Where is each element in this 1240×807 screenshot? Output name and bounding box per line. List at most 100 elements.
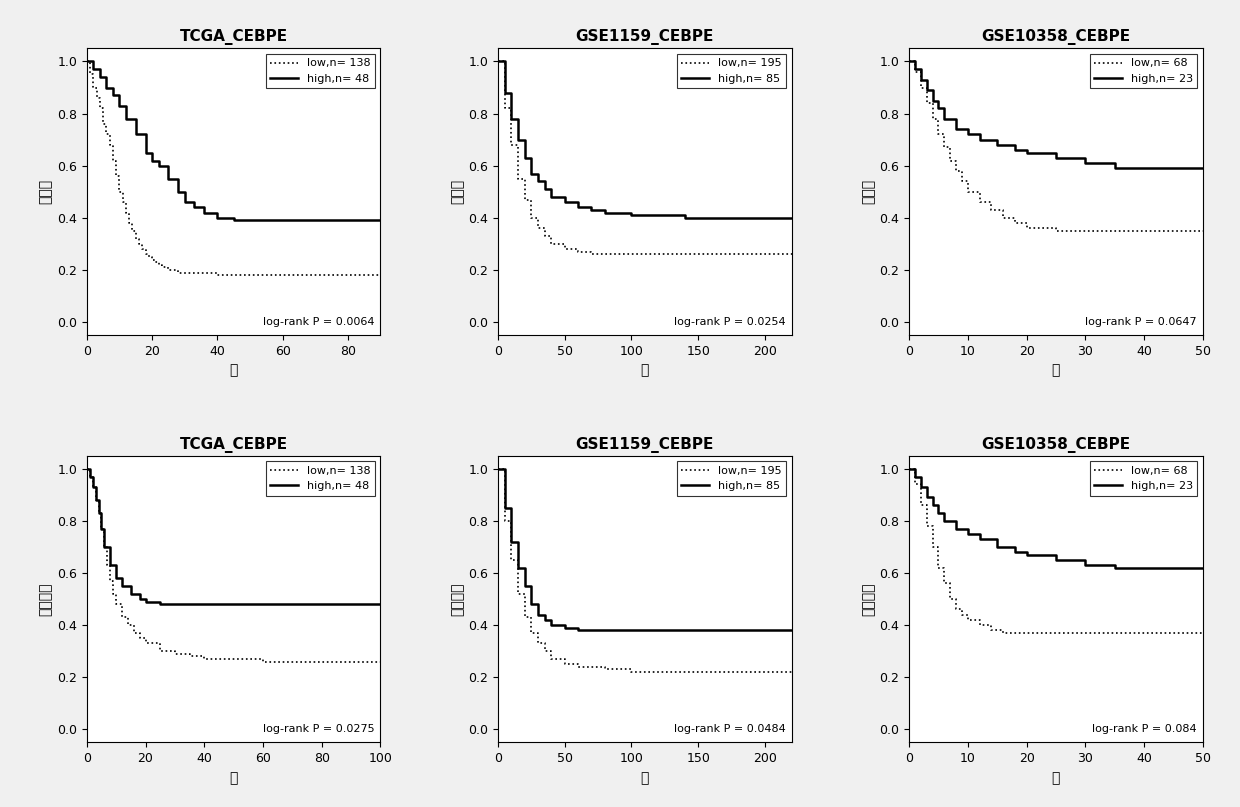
Text: log-rank P = 0.0254: log-rank P = 0.0254 xyxy=(675,316,786,327)
Y-axis label: 总生存: 总生存 xyxy=(862,179,875,204)
high,n= 23 xyxy=(1078,158,1092,168)
high,n= 85 xyxy=(557,623,572,633)
high,n= 23 xyxy=(937,516,952,525)
low,n= 195 xyxy=(598,249,613,259)
high,n= 48 xyxy=(243,215,258,225)
low,n= 138 xyxy=(128,234,143,244)
low,n= 138 xyxy=(126,628,141,638)
high,n= 23 xyxy=(972,534,987,544)
low,n= 195 xyxy=(503,555,518,565)
high,n= 85 xyxy=(523,169,538,178)
Line: low,n= 68: low,n= 68 xyxy=(909,469,1203,633)
high,n= 48 xyxy=(91,508,105,518)
low,n= 138 xyxy=(174,268,188,278)
low,n= 68 xyxy=(961,187,976,197)
high,n= 85 xyxy=(517,581,532,591)
high,n= 23 xyxy=(914,482,929,491)
low,n= 138 xyxy=(164,266,179,275)
high,n= 48 xyxy=(308,215,322,225)
low,n= 195 xyxy=(677,249,692,259)
low,n= 68 xyxy=(925,542,940,552)
high,n= 48 xyxy=(112,101,126,111)
X-axis label: 月: 月 xyxy=(1052,363,1060,378)
low,n= 68 xyxy=(1107,628,1122,638)
low,n= 138 xyxy=(82,471,97,481)
high,n= 85 xyxy=(497,503,512,512)
high,n= 48 xyxy=(133,594,148,604)
low,n= 195 xyxy=(677,667,692,677)
high,n= 23 xyxy=(1166,563,1180,573)
low,n= 68 xyxy=(908,479,923,489)
high,n= 23 xyxy=(1007,145,1022,155)
Text: log-rank P = 0.0064: log-rank P = 0.0064 xyxy=(263,316,374,327)
low,n= 195 xyxy=(531,638,546,648)
high,n= 85 xyxy=(730,213,745,223)
high,n= 48 xyxy=(187,203,202,212)
high,n= 23 xyxy=(1049,153,1064,163)
low,n= 138 xyxy=(122,218,136,228)
high,n= 85 xyxy=(517,153,532,163)
low,n= 68 xyxy=(901,464,916,474)
low,n= 195 xyxy=(544,239,559,249)
low,n= 138 xyxy=(125,226,140,236)
low,n= 138 xyxy=(79,464,94,474)
high,n= 23 xyxy=(961,130,976,140)
low,n= 195 xyxy=(624,249,639,259)
high,n= 23 xyxy=(1049,555,1064,565)
Legend: low,n= 138, high,n= 48: low,n= 138, high,n= 48 xyxy=(265,54,374,89)
low,n= 138 xyxy=(135,245,150,254)
high,n= 48 xyxy=(161,174,176,184)
low,n= 138 xyxy=(131,239,146,249)
high,n= 85 xyxy=(624,625,639,635)
high,n= 85 xyxy=(503,114,518,123)
high,n= 48 xyxy=(275,215,290,225)
low,n= 68 xyxy=(919,521,934,531)
Title: TCGA_CEBPE: TCGA_CEBPE xyxy=(180,437,288,453)
high,n= 48 xyxy=(182,600,197,609)
low,n= 138 xyxy=(243,270,258,280)
Line: high,n= 23: high,n= 23 xyxy=(909,469,1203,568)
low,n= 138 xyxy=(88,495,103,505)
low,n= 195 xyxy=(784,667,799,677)
low,n= 68 xyxy=(1107,226,1122,236)
Line: high,n= 85: high,n= 85 xyxy=(498,61,791,218)
high,n= 23 xyxy=(1019,550,1034,559)
high,n= 23 xyxy=(908,65,923,74)
low,n= 138 xyxy=(167,266,182,275)
low,n= 138 xyxy=(161,266,176,275)
high,n= 48 xyxy=(145,156,160,165)
low,n= 68 xyxy=(1166,226,1180,236)
high,n= 85 xyxy=(677,625,692,635)
Legend: low,n= 68, high,n= 23: low,n= 68, high,n= 23 xyxy=(1090,462,1198,495)
high,n= 48 xyxy=(285,600,300,609)
high,n= 23 xyxy=(990,542,1004,552)
low,n= 195 xyxy=(537,646,552,656)
low,n= 195 xyxy=(570,247,585,257)
low,n= 195 xyxy=(758,249,773,259)
Y-axis label: 无病生存: 无病生存 xyxy=(450,583,464,616)
low,n= 138 xyxy=(95,119,110,129)
Text: log-rank P = 0.0484: log-rank P = 0.0484 xyxy=(675,724,786,734)
Y-axis label: 无病生存: 无病生存 xyxy=(38,583,53,616)
high,n= 23 xyxy=(1007,547,1022,557)
high,n= 48 xyxy=(97,542,112,552)
low,n= 195 xyxy=(624,667,639,677)
low,n= 68 xyxy=(1195,628,1210,638)
Legend: low,n= 138, high,n= 48: low,n= 138, high,n= 48 xyxy=(265,462,374,495)
low,n= 195 xyxy=(730,667,745,677)
low,n= 68 xyxy=(1007,628,1022,638)
high,n= 48 xyxy=(94,524,109,533)
high,n= 48 xyxy=(79,464,94,474)
low,n= 195 xyxy=(544,654,559,664)
low,n= 138 xyxy=(308,270,322,280)
low,n= 138 xyxy=(226,270,241,280)
low,n= 138 xyxy=(86,82,100,92)
low,n= 138 xyxy=(151,260,166,270)
Text: log-rank P = 0.084: log-rank P = 0.084 xyxy=(1092,724,1197,734)
high,n= 85 xyxy=(758,213,773,223)
low,n= 138 xyxy=(100,560,115,570)
high,n= 48 xyxy=(128,130,143,140)
Line: low,n= 138: low,n= 138 xyxy=(87,469,381,662)
low,n= 195 xyxy=(758,667,773,677)
high,n= 48 xyxy=(124,589,139,599)
